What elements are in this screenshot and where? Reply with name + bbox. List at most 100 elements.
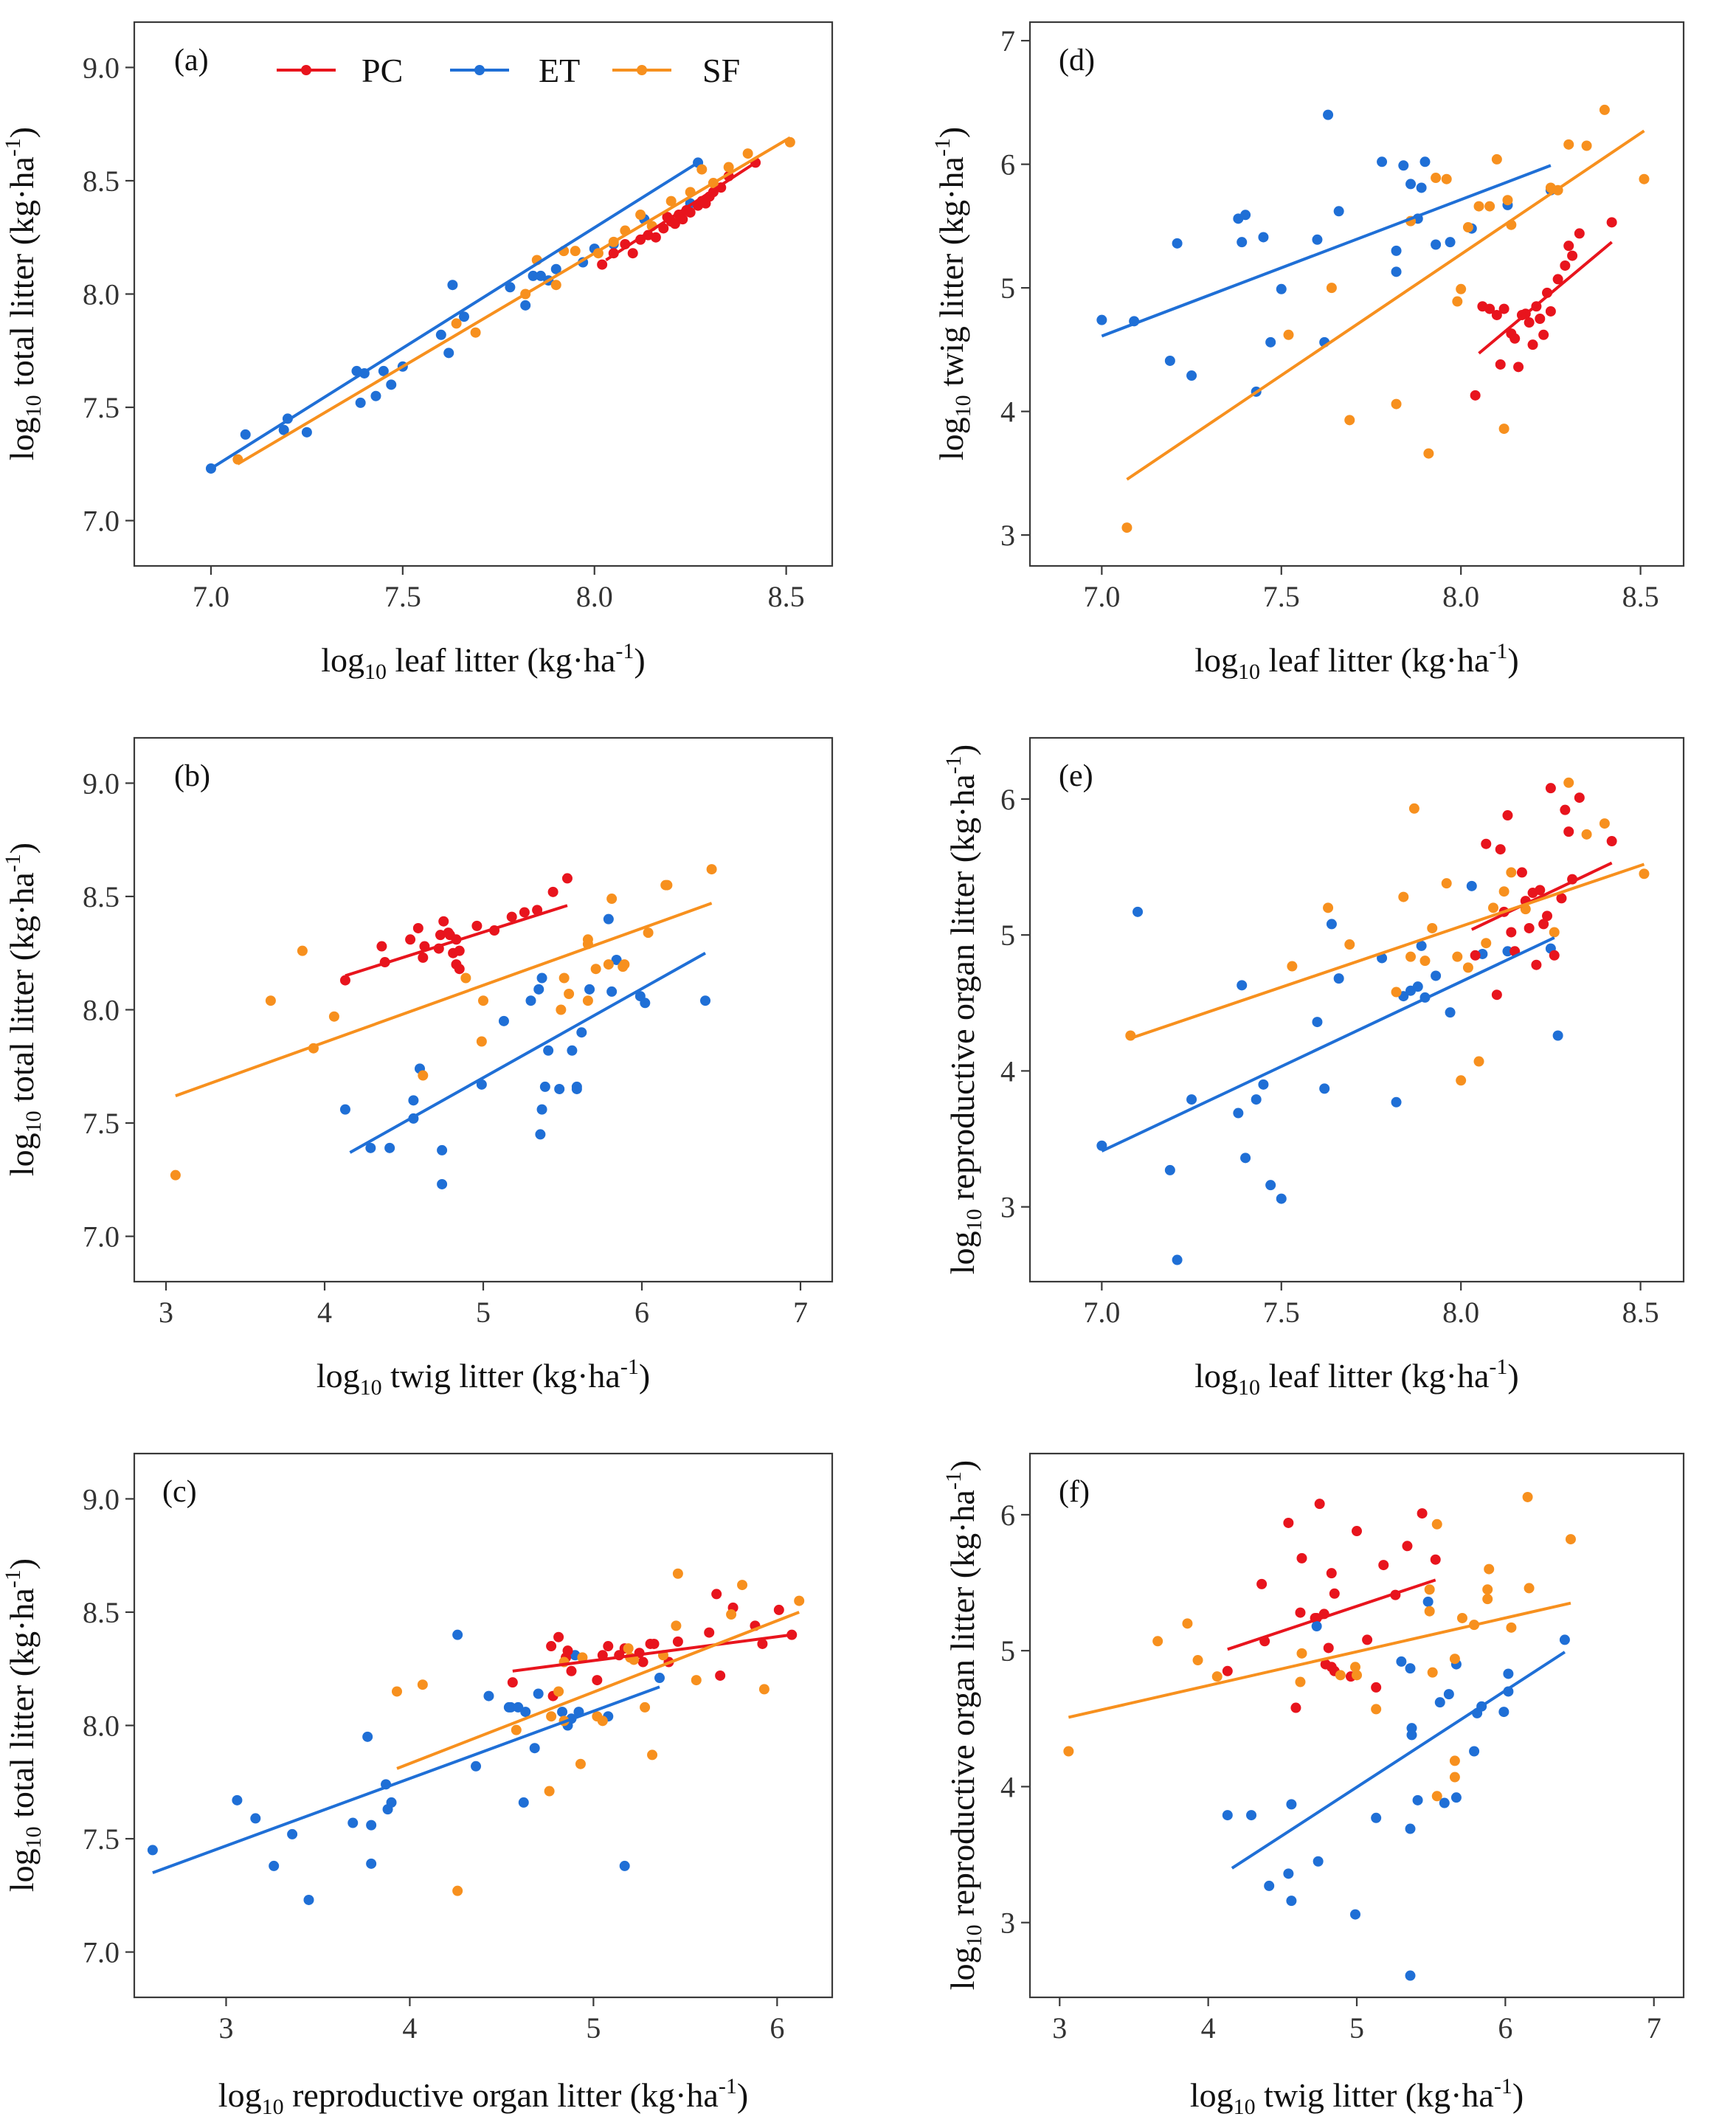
- panel-b-ylabel: log10 total litter (kg·ha-1): [1, 843, 46, 1176]
- log-prefix: log: [944, 1946, 981, 1990]
- panel-b-point-pc: [532, 905, 543, 916]
- panel-c-point-et: [366, 1820, 377, 1831]
- panel-f-ylabel: log10 reproductive organ litter (kg·ha-1…: [941, 1460, 986, 1990]
- panel-d-point-sf: [1431, 173, 1442, 184]
- panel-e-point-et: [1502, 946, 1513, 957]
- panel-f-point-pc: [1329, 1588, 1340, 1599]
- panel-c-point-pc: [546, 1641, 557, 1652]
- panel-f-fit-line-et: [1231, 1651, 1566, 1870]
- panel-d-point-et: [1431, 239, 1442, 250]
- panel-d-fit-line-et: [1101, 164, 1552, 338]
- panel-f-fit-line-pc: [1227, 1578, 1436, 1651]
- panel-f-point-sf: [1211, 1671, 1223, 1682]
- log-prefix: log: [321, 641, 364, 679]
- panel-b-point-et: [408, 1095, 419, 1106]
- panel-a-point-sf: [451, 318, 462, 329]
- xlabel-name: reproductive organ litter: [292, 2076, 621, 2114]
- panel-a-point-pc: [597, 259, 608, 270]
- panel-c-fit-line-et: [152, 1685, 660, 1874]
- panel-f-point-et: [1286, 1799, 1297, 1810]
- panel-a-xtick-label: 8.5: [768, 580, 805, 613]
- panel-c-xtick-label: 3: [218, 2011, 233, 2045]
- panel-b-point-sf: [265, 995, 276, 1006]
- panel-d-point-et: [1419, 156, 1431, 167]
- panel-e-point-pc: [1502, 810, 1513, 821]
- panel-f-point-sf: [1152, 1636, 1163, 1647]
- panel-b-point-sf: [460, 972, 471, 984]
- panel-d: 7.0 7.5 8.0 8.5 3 4 5 6 7 (d) log10 leaf litter …: [930, 21, 1685, 684]
- panel-c-point-sf: [726, 1609, 737, 1620]
- panel-c-point-sf: [691, 1675, 702, 1686]
- panel-b-point-sf: [606, 894, 618, 905]
- panel-e-ytick-label: 4: [1000, 1054, 1015, 1088]
- panel-c-point-pc: [773, 1604, 784, 1615]
- panel-f-point-sf: [1424, 1606, 1435, 1617]
- unit-close: ): [1507, 1357, 1518, 1395]
- unit-exp: -1: [1, 138, 25, 156]
- panel-f-point-sf: [1431, 1791, 1442, 1802]
- log-base: 10: [962, 1924, 986, 1946]
- panel-f-marks: 3 4 5 6 7 3 4 5 6: [1000, 1491, 1661, 2045]
- panel-a-point-pc: [627, 248, 638, 259]
- panel-d-point-et: [1391, 266, 1402, 277]
- panel-e-point-sf: [1563, 777, 1574, 788]
- panel-d-ytick-label: 3: [1000, 519, 1015, 552]
- panel-f-point-pc: [1326, 1568, 1337, 1579]
- panel-c-xtick-label: 4: [402, 2011, 417, 2045]
- panel-f-point-sf: [1482, 1594, 1493, 1605]
- panel-b-point-sf: [564, 989, 575, 1000]
- panel-c-point-pc: [566, 1665, 577, 1676]
- xlabel-name: leaf litter: [395, 641, 519, 679]
- panel-f-point-pc: [1222, 1665, 1233, 1676]
- panel-d-point-sf: [1491, 153, 1502, 165]
- panel-f-point-pc: [1290, 1702, 1301, 1713]
- log-prefix: log: [933, 417, 970, 460]
- panel-c-point-pc: [562, 1645, 573, 1656]
- log-prefix: log: [1190, 2076, 1234, 2114]
- panel-b-ytick-label: 7.5: [83, 1107, 120, 1140]
- panel-c-point-sf: [672, 1568, 683, 1579]
- panel-c-point-sf: [553, 1686, 564, 1697]
- panel-a-point-et: [528, 270, 539, 281]
- panel-c-point-et: [520, 1707, 531, 1718]
- panel-d-point-pc: [1552, 274, 1563, 285]
- panel-e-point-sf: [1599, 818, 1610, 829]
- log-base: 10: [21, 1826, 46, 1848]
- unit-exp: -1: [1489, 1355, 1507, 1379]
- panel-b-xtick-label: 4: [317, 1296, 332, 1329]
- panel-f-point-sf: [1524, 1583, 1535, 1594]
- panel-e-ylabel: log10 reproductive organ litter (kg·ha-1…: [941, 744, 986, 1274]
- panel-e-point-sf: [1398, 891, 1409, 902]
- ylabel-name: reproductive organ litter: [944, 871, 981, 1200]
- panel-d-point-et: [1323, 109, 1334, 120]
- unit-exp: -1: [1, 854, 25, 872]
- panel-d-point-sf: [1639, 173, 1650, 184]
- panel-e-point-sf: [1323, 902, 1334, 913]
- panel-e-point-sf: [1506, 867, 1517, 878]
- unit-open: (kg·ha: [1397, 2076, 1494, 2114]
- panel-e-point-sf: [1441, 878, 1452, 889]
- panel-f-point-pc: [1417, 1508, 1428, 1519]
- panel-d-point-et: [1333, 206, 1344, 217]
- panel-c-tag: (c): [162, 1475, 197, 1509]
- panel-a-xlabel: log10 leaf litter (kg·ha-1): [321, 639, 645, 684]
- panel-e-point-et: [1276, 1193, 1287, 1204]
- panel-b-point-pc: [506, 911, 517, 922]
- panel-b-point-et: [554, 1083, 565, 1094]
- panel-a-point-sf: [696, 164, 708, 175]
- panel-c-marks: 3 4 5 6 7.0 7.5 8.0 8.5 9.0: [83, 1482, 805, 2045]
- panel-f-point-et: [1405, 1663, 1416, 1674]
- panel-a-ytick-label: 7.0: [83, 505, 120, 538]
- ylabel-name: reproductive organ litter: [944, 1587, 981, 1916]
- panel-f-point-et: [1349, 1909, 1360, 1920]
- legend-label-sf: SF: [702, 52, 740, 89]
- panel-f-xtick-label: 3: [1052, 2011, 1067, 2045]
- panel-c-point-et: [533, 1688, 544, 1699]
- log-base: 10: [262, 2095, 284, 2119]
- unit-open: (kg·ha: [523, 1357, 620, 1395]
- unit-open: (kg·ha: [1392, 1357, 1490, 1395]
- panel-c-point-sf: [417, 1679, 428, 1690]
- panel-f-point-sf: [1352, 1670, 1362, 1681]
- unit-close: ): [3, 843, 41, 854]
- log-base: 10: [1238, 660, 1260, 684]
